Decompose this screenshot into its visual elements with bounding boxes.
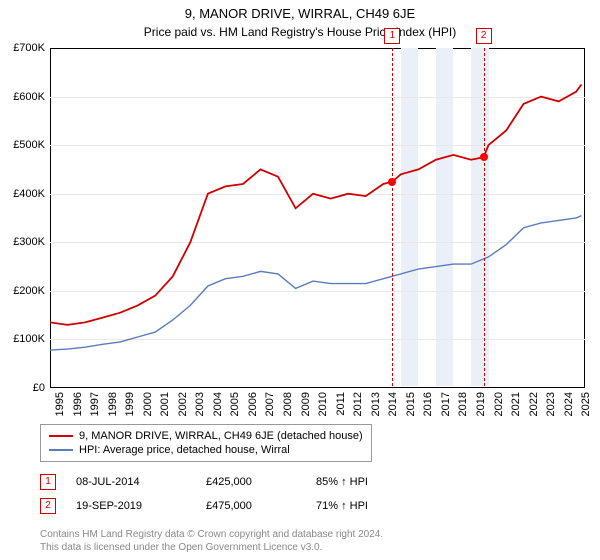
x-tick-label: 2005	[229, 392, 241, 416]
chart-subtitle: Price paid vs. HM Land Registry's House …	[0, 21, 600, 43]
y-tick-label: £0	[33, 382, 45, 394]
sale-price: £475,000	[206, 500, 296, 512]
x-tick-label: 2007	[264, 392, 276, 416]
x-tick-label: 1996	[72, 392, 84, 416]
x-tick-label: 2010	[317, 392, 329, 416]
x-tick-label: 1998	[107, 392, 119, 416]
sale-row-badge: 2	[40, 498, 56, 514]
x-tick-label: 2003	[194, 392, 206, 416]
sale-point	[388, 178, 396, 186]
sale-marker-line	[484, 48, 485, 386]
y-tick-label: £400K	[13, 188, 45, 200]
sale-row-badge: 1	[40, 474, 56, 490]
sale-row: 1 08-JUL-2014 £425,000 85% ↑ HPI	[40, 470, 560, 494]
sale-row: 2 19-SEP-2019 £475,000 71% ↑ HPI	[40, 494, 560, 518]
line-series-layer	[50, 48, 585, 388]
x-tick-label: 1997	[89, 392, 101, 416]
legend-label: 9, MANOR DRIVE, WIRRAL, CH49 6JE (detach…	[79, 430, 363, 442]
legend-label: HPI: Average price, detached house, Wirr…	[79, 444, 290, 456]
x-tick-label: 2025	[580, 392, 592, 416]
x-tick-label: 2018	[457, 392, 469, 416]
x-tick-label: 2015	[405, 392, 417, 416]
y-tick-label: £700K	[13, 42, 45, 54]
series-line	[50, 84, 582, 325]
y-tick-label: £600K	[13, 91, 45, 103]
footer-line1: Contains HM Land Registry data © Crown c…	[40, 528, 383, 541]
chart-area: 12 £0£100K£200K£300K£400K£500K£600K£700K…	[50, 48, 585, 388]
sale-hpi: 85% ↑ HPI	[316, 476, 416, 488]
sales-table: 1 08-JUL-2014 £425,000 85% ↑ HPI 2 19-SEP-201…	[40, 470, 560, 518]
y-tick-label: £500K	[13, 139, 45, 151]
sale-hpi: 71% ↑ HPI	[316, 500, 416, 512]
x-tick-label: 2020	[493, 392, 505, 416]
legend-swatch	[49, 449, 73, 451]
footer-attribution: Contains HM Land Registry data © Crown c…	[40, 528, 383, 554]
legend-box: 9, MANOR DRIVE, WIRRAL, CH49 6JE (detach…	[40, 424, 372, 462]
sale-date: 19-SEP-2019	[76, 500, 186, 512]
legend-swatch	[49, 435, 73, 437]
x-tick-label: 2021	[510, 392, 522, 416]
x-tick-label: 2001	[159, 392, 171, 416]
sale-price: £425,000	[206, 476, 296, 488]
x-tick-label: 2011	[335, 392, 347, 416]
chart-title: 9, MANOR DRIVE, WIRRAL, CH49 6JE	[0, 0, 600, 21]
x-tick-label: 1995	[54, 392, 66, 416]
y-tick-label: £100K	[13, 333, 45, 345]
sale-marker-badge: 2	[476, 28, 492, 44]
x-tick-label: 2023	[545, 392, 557, 416]
sale-marker-line	[392, 48, 393, 386]
x-tick-label: 2016	[422, 392, 434, 416]
x-tick-label: 2006	[247, 392, 259, 416]
sale-point	[480, 153, 488, 161]
x-tick-label: 2017	[440, 392, 452, 416]
y-tick-label: £200K	[13, 285, 45, 297]
x-tick-label: 2012	[352, 392, 364, 416]
chart-container: 9, MANOR DRIVE, WIRRAL, CH49 6JE Price p…	[0, 0, 600, 560]
sale-marker-badge: 1	[384, 28, 400, 44]
x-tick-label: 2000	[142, 392, 154, 416]
x-tick-label: 2008	[282, 392, 294, 416]
y-tick-label: £300K	[13, 236, 45, 248]
x-tick-label: 2022	[528, 392, 540, 416]
footer-line2: This data is licensed under the Open Gov…	[40, 541, 383, 554]
legend-item: 9, MANOR DRIVE, WIRRAL, CH49 6JE (detach…	[49, 429, 363, 443]
x-tick-label: 2024	[563, 392, 575, 416]
x-tick-label: 2019	[475, 392, 487, 416]
x-tick-label: 2002	[177, 392, 189, 416]
x-tick-label: 2009	[300, 392, 312, 416]
series-line	[50, 216, 582, 351]
x-tick-label: 1999	[124, 392, 136, 416]
legend-item: HPI: Average price, detached house, Wirr…	[49, 443, 363, 457]
sale-date: 08-JUL-2014	[76, 476, 186, 488]
x-tick-label: 2014	[387, 392, 399, 416]
x-tick-label: 2013	[370, 392, 382, 416]
x-tick-label: 2004	[212, 392, 224, 416]
